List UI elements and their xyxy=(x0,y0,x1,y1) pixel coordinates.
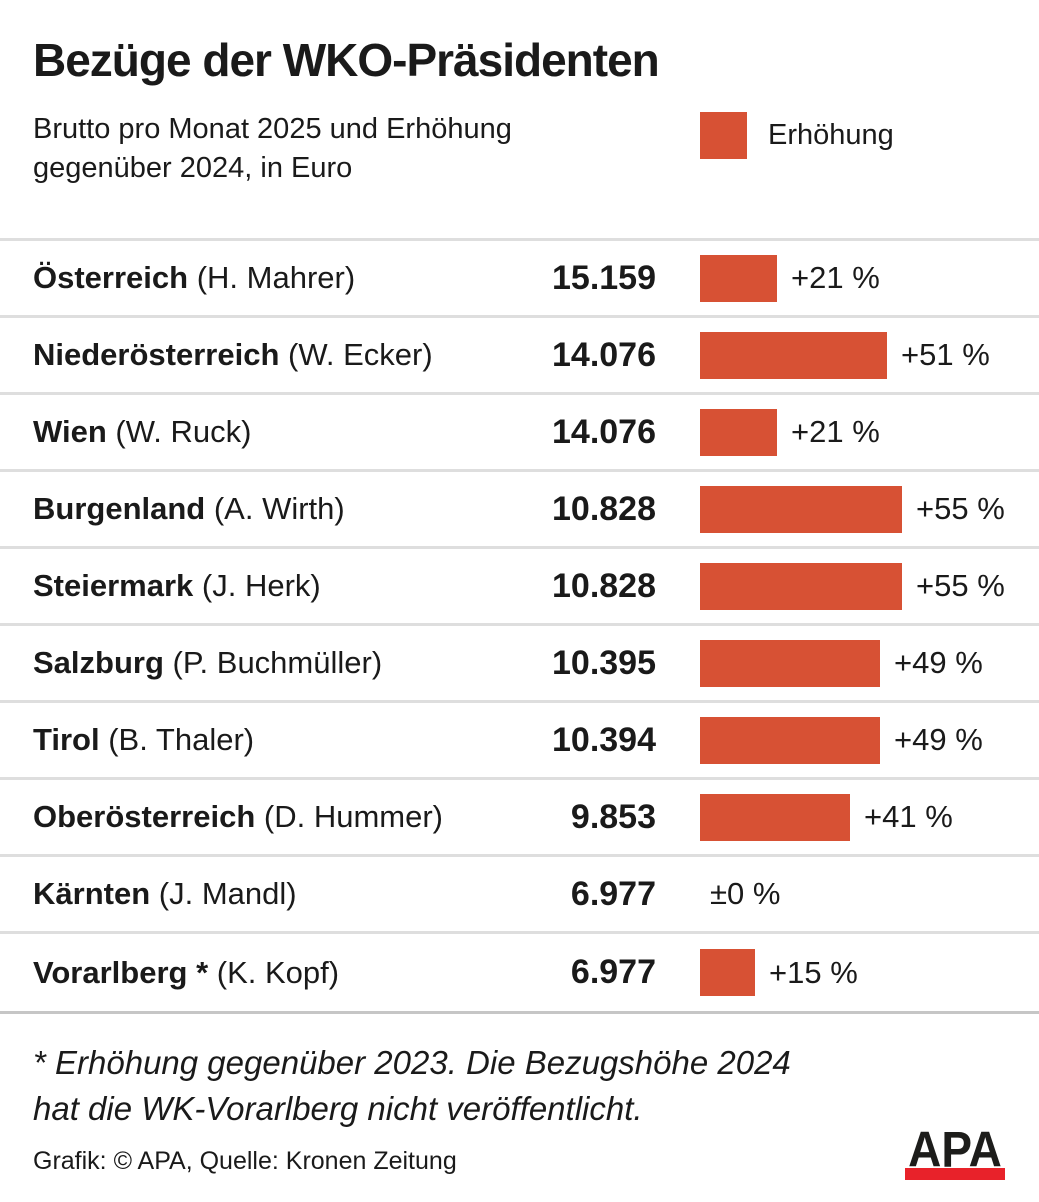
president-name: (J. Mandl) xyxy=(158,876,297,912)
bar-area: ±0 % xyxy=(700,876,1039,912)
increase-bar xyxy=(700,949,755,997)
salary-value: 6.977 xyxy=(570,953,656,992)
bar-area: +41 % xyxy=(700,793,1039,841)
increase-bar xyxy=(700,331,887,379)
legend: Erhöhung xyxy=(700,112,894,160)
footnote-line-1: * Erhöhung gegenüber 2023. Die Bezugshöh… xyxy=(33,1044,791,1082)
increase-percent-label: +21 % xyxy=(791,260,880,296)
table-row: Kärnten (J. Mandl) 6.977 ±0 % xyxy=(0,857,1039,935)
row-label: Wien (W. Ruck) xyxy=(33,414,513,450)
increase-percent-label: +21 % xyxy=(791,414,880,450)
subtitle: Brutto pro Monat 2025 und Erhöhung gegen… xyxy=(33,110,673,188)
footnote: * Erhöhung gegenüber 2023. Die Bezugshöh… xyxy=(33,1040,1005,1132)
subtitle-and-legend: Brutto pro Monat 2025 und Erhöhung gegen… xyxy=(33,110,1005,238)
bar-area: +49 % xyxy=(700,716,1039,764)
table-row: Vorarlberg * (K. Kopf) 6.977 +15 % xyxy=(0,934,1039,1011)
president-name: (H. Mahrer) xyxy=(196,260,356,296)
apa-logo: APA xyxy=(905,1120,1005,1180)
region-name: Oberösterreich xyxy=(33,799,256,835)
page-title: Bezüge der WKO-Präsidenten xyxy=(33,34,660,86)
apa-logo-text: APA xyxy=(908,1120,1002,1177)
row-label: Kärnten (J. Mandl) xyxy=(33,876,513,912)
increase-bar xyxy=(700,485,902,533)
region-name: Niederösterreich xyxy=(33,337,280,373)
row-label: Österreich (H. Mahrer) xyxy=(33,260,513,296)
salary-value: 6.977 xyxy=(570,874,656,913)
increase-bar xyxy=(700,562,902,610)
president-name: (A. Wirth) xyxy=(213,491,345,527)
source-credit: Grafik: © APA, Quelle: Kronen Zeitung xyxy=(33,1147,457,1175)
table-row: Tirol (B. Thaler) 10.394 +49 % xyxy=(0,703,1039,781)
bar-area: +51 % xyxy=(700,331,1039,379)
region-name: Vorarlberg * xyxy=(33,954,209,990)
row-label: Salzburg (P. Buchmüller) xyxy=(33,645,513,681)
table-row: Oberösterreich (D. Hummer) 9.853 +41 % xyxy=(0,780,1039,858)
salary-value: 10.395 xyxy=(552,643,656,682)
salary-value: 10.394 xyxy=(552,720,656,759)
salary-value: 9.853 xyxy=(570,797,656,836)
table-row: Wien (W. Ruck) 14.076 +21 % xyxy=(0,395,1039,473)
president-name: (D. Hummer) xyxy=(263,799,443,835)
increase-bar xyxy=(700,254,777,302)
legend-label: Erhöhung xyxy=(768,119,894,152)
region-name: Burgenland xyxy=(33,491,206,527)
table-row: Niederösterreich (W. Ecker) 14.076 +51 % xyxy=(0,318,1039,396)
header: Bezüge der WKO-Präsidenten Brutto pro Mo… xyxy=(0,0,1039,238)
row-label: Burgenland (A. Wirth) xyxy=(33,491,513,527)
increase-bar xyxy=(700,408,777,456)
bar-area: +55 % xyxy=(700,562,1039,610)
row-label: Vorarlberg * (K. Kopf) xyxy=(33,955,513,991)
increase-bar xyxy=(700,639,880,687)
region-name: Wien xyxy=(33,414,107,450)
increase-percent-label: +49 % xyxy=(894,722,983,758)
increase-percent-label: +41 % xyxy=(864,799,953,835)
president-name: (J. Herk) xyxy=(201,568,321,604)
president-name: (W. Ecker) xyxy=(288,337,433,373)
increase-percent-label: +49 % xyxy=(894,645,983,681)
bar-area: +49 % xyxy=(700,639,1039,687)
subtitle-line-2: gegenüber 2024, in Euro xyxy=(33,152,353,185)
increase-percent-label: +55 % xyxy=(916,568,1005,604)
increase-percent-label: +15 % xyxy=(769,954,858,990)
bar-chart-rows: Österreich (H. Mahrer) 15.159 +21 % Nied… xyxy=(0,238,1039,1015)
salary-value: 14.076 xyxy=(552,412,656,451)
president-name: (W. Ruck) xyxy=(115,414,252,450)
region-name: Salzburg xyxy=(33,645,164,681)
increase-percent-label: +51 % xyxy=(901,337,990,373)
increase-percent-label: +55 % xyxy=(916,491,1005,527)
region-name: Kärnten xyxy=(33,876,151,912)
row-label: Steiermark (J. Herk) xyxy=(33,568,513,604)
salary-value: 10.828 xyxy=(552,489,656,528)
table-row: Burgenland (A. Wirth) 10.828 +55 % xyxy=(0,472,1039,550)
president-name: (P. Buchmüller) xyxy=(172,645,383,681)
bar-area: +21 % xyxy=(700,254,1039,302)
bar-area: +15 % xyxy=(700,949,1039,997)
bar-area: +55 % xyxy=(700,485,1039,533)
row-label: Niederösterreich (W. Ecker) xyxy=(33,337,513,373)
table-row: Steiermark (J. Herk) 10.828 +55 % xyxy=(0,549,1039,627)
bar-area: +21 % xyxy=(700,408,1039,456)
salary-value: 14.076 xyxy=(552,335,656,374)
salary-value: 10.828 xyxy=(552,566,656,605)
apa-logo-red-bar-icon xyxy=(905,1168,1005,1180)
subtitle-line-1: Brutto pro Monat 2025 und Erhöhung xyxy=(33,113,512,146)
salary-value: 15.159 xyxy=(552,258,656,297)
table-row: Österreich (H. Mahrer) 15.159 +21 % xyxy=(0,241,1039,319)
president-name: (B. Thaler) xyxy=(108,722,255,758)
region-name: Tirol xyxy=(33,722,100,758)
row-label: Oberösterreich (D. Hummer) xyxy=(33,799,513,835)
increase-percent-label: ±0 % xyxy=(710,876,781,912)
region-name: Österreich xyxy=(33,260,189,296)
legend-swatch-icon xyxy=(700,112,747,160)
president-name: (K. Kopf) xyxy=(216,954,340,990)
increase-bar xyxy=(700,716,880,764)
footer: Grafik: © APA, Quelle: Kronen Zeitung AP… xyxy=(33,1120,1005,1180)
footnote-line-2: hat die WK-Vorarlberg nicht veröffentlic… xyxy=(33,1090,643,1128)
increase-bar xyxy=(700,793,850,841)
row-label: Tirol (B. Thaler) xyxy=(33,722,513,758)
table-row: Salzburg (P. Buchmüller) 10.395 +49 % xyxy=(0,626,1039,704)
region-name: Steiermark xyxy=(33,568,194,604)
